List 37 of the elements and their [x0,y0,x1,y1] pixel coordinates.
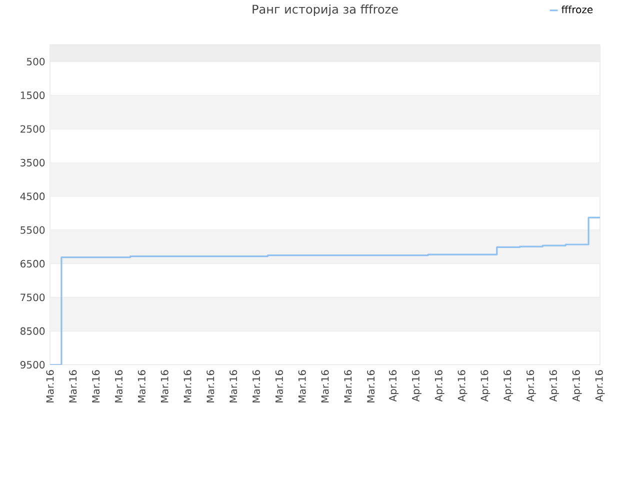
y-tick-label: 3500 [20,158,45,167]
x-tick-label: Apr.16 [549,370,559,402]
x-tick-label: Mar.16 [46,370,54,402]
x-tick-label: Mar.16 [184,370,192,402]
y-tick-label: 4500 [20,192,45,200]
x-tick-label: Mar.16 [230,370,238,402]
x-tick-label: Apr.16 [572,370,582,402]
x-tick-label: Apr.16 [480,370,490,402]
x-tick-label: Apr.16 [389,370,398,402]
y-tick-label: 500 [26,58,45,66]
y-tick-label: 2500 [20,125,45,133]
x-tick-label: Mar.16 [252,370,260,402]
x-tick-label: Mar.16 [69,370,77,402]
x-tick-label: Mar.16 [298,370,306,402]
x-tick-label: Apr.16 [526,370,536,402]
x-tick-label: Mar.16 [367,370,375,402]
x-tick-label: Apr.16 [412,370,422,402]
y-tick-label: 9500 [20,361,45,369]
y-tick-label: 6500 [20,260,45,268]
x-tick-label: Apr.16 [595,370,605,402]
y-tick-label: 7500 [20,294,45,302]
x-tick-label: Apr.16 [458,370,468,402]
x-tick-label: Mar.16 [321,370,329,402]
x-tick-label: Mar.16 [206,370,214,402]
y-tick-label: 8500 [20,327,45,335]
x-tick-label: Mar.16 [160,370,168,402]
y-tick-label: 5500 [20,226,45,234]
x-tick-label: Mar.16 [138,370,146,402]
x-tick-label: Mar.16 [275,370,283,402]
x-tick-label: Apr.16 [434,370,444,402]
x-tick-label: Apr.16 [504,370,514,402]
x-tick-label: Mar.16 [344,370,352,402]
chart-title: Ранг историја за fffroze [252,4,398,16]
x-tick-label: Mar.16 [114,370,123,402]
legend-label: fffroze [561,6,593,14]
x-tick-label: Mar.16 [92,370,100,402]
y-tick-label: 1500 [20,92,45,100]
